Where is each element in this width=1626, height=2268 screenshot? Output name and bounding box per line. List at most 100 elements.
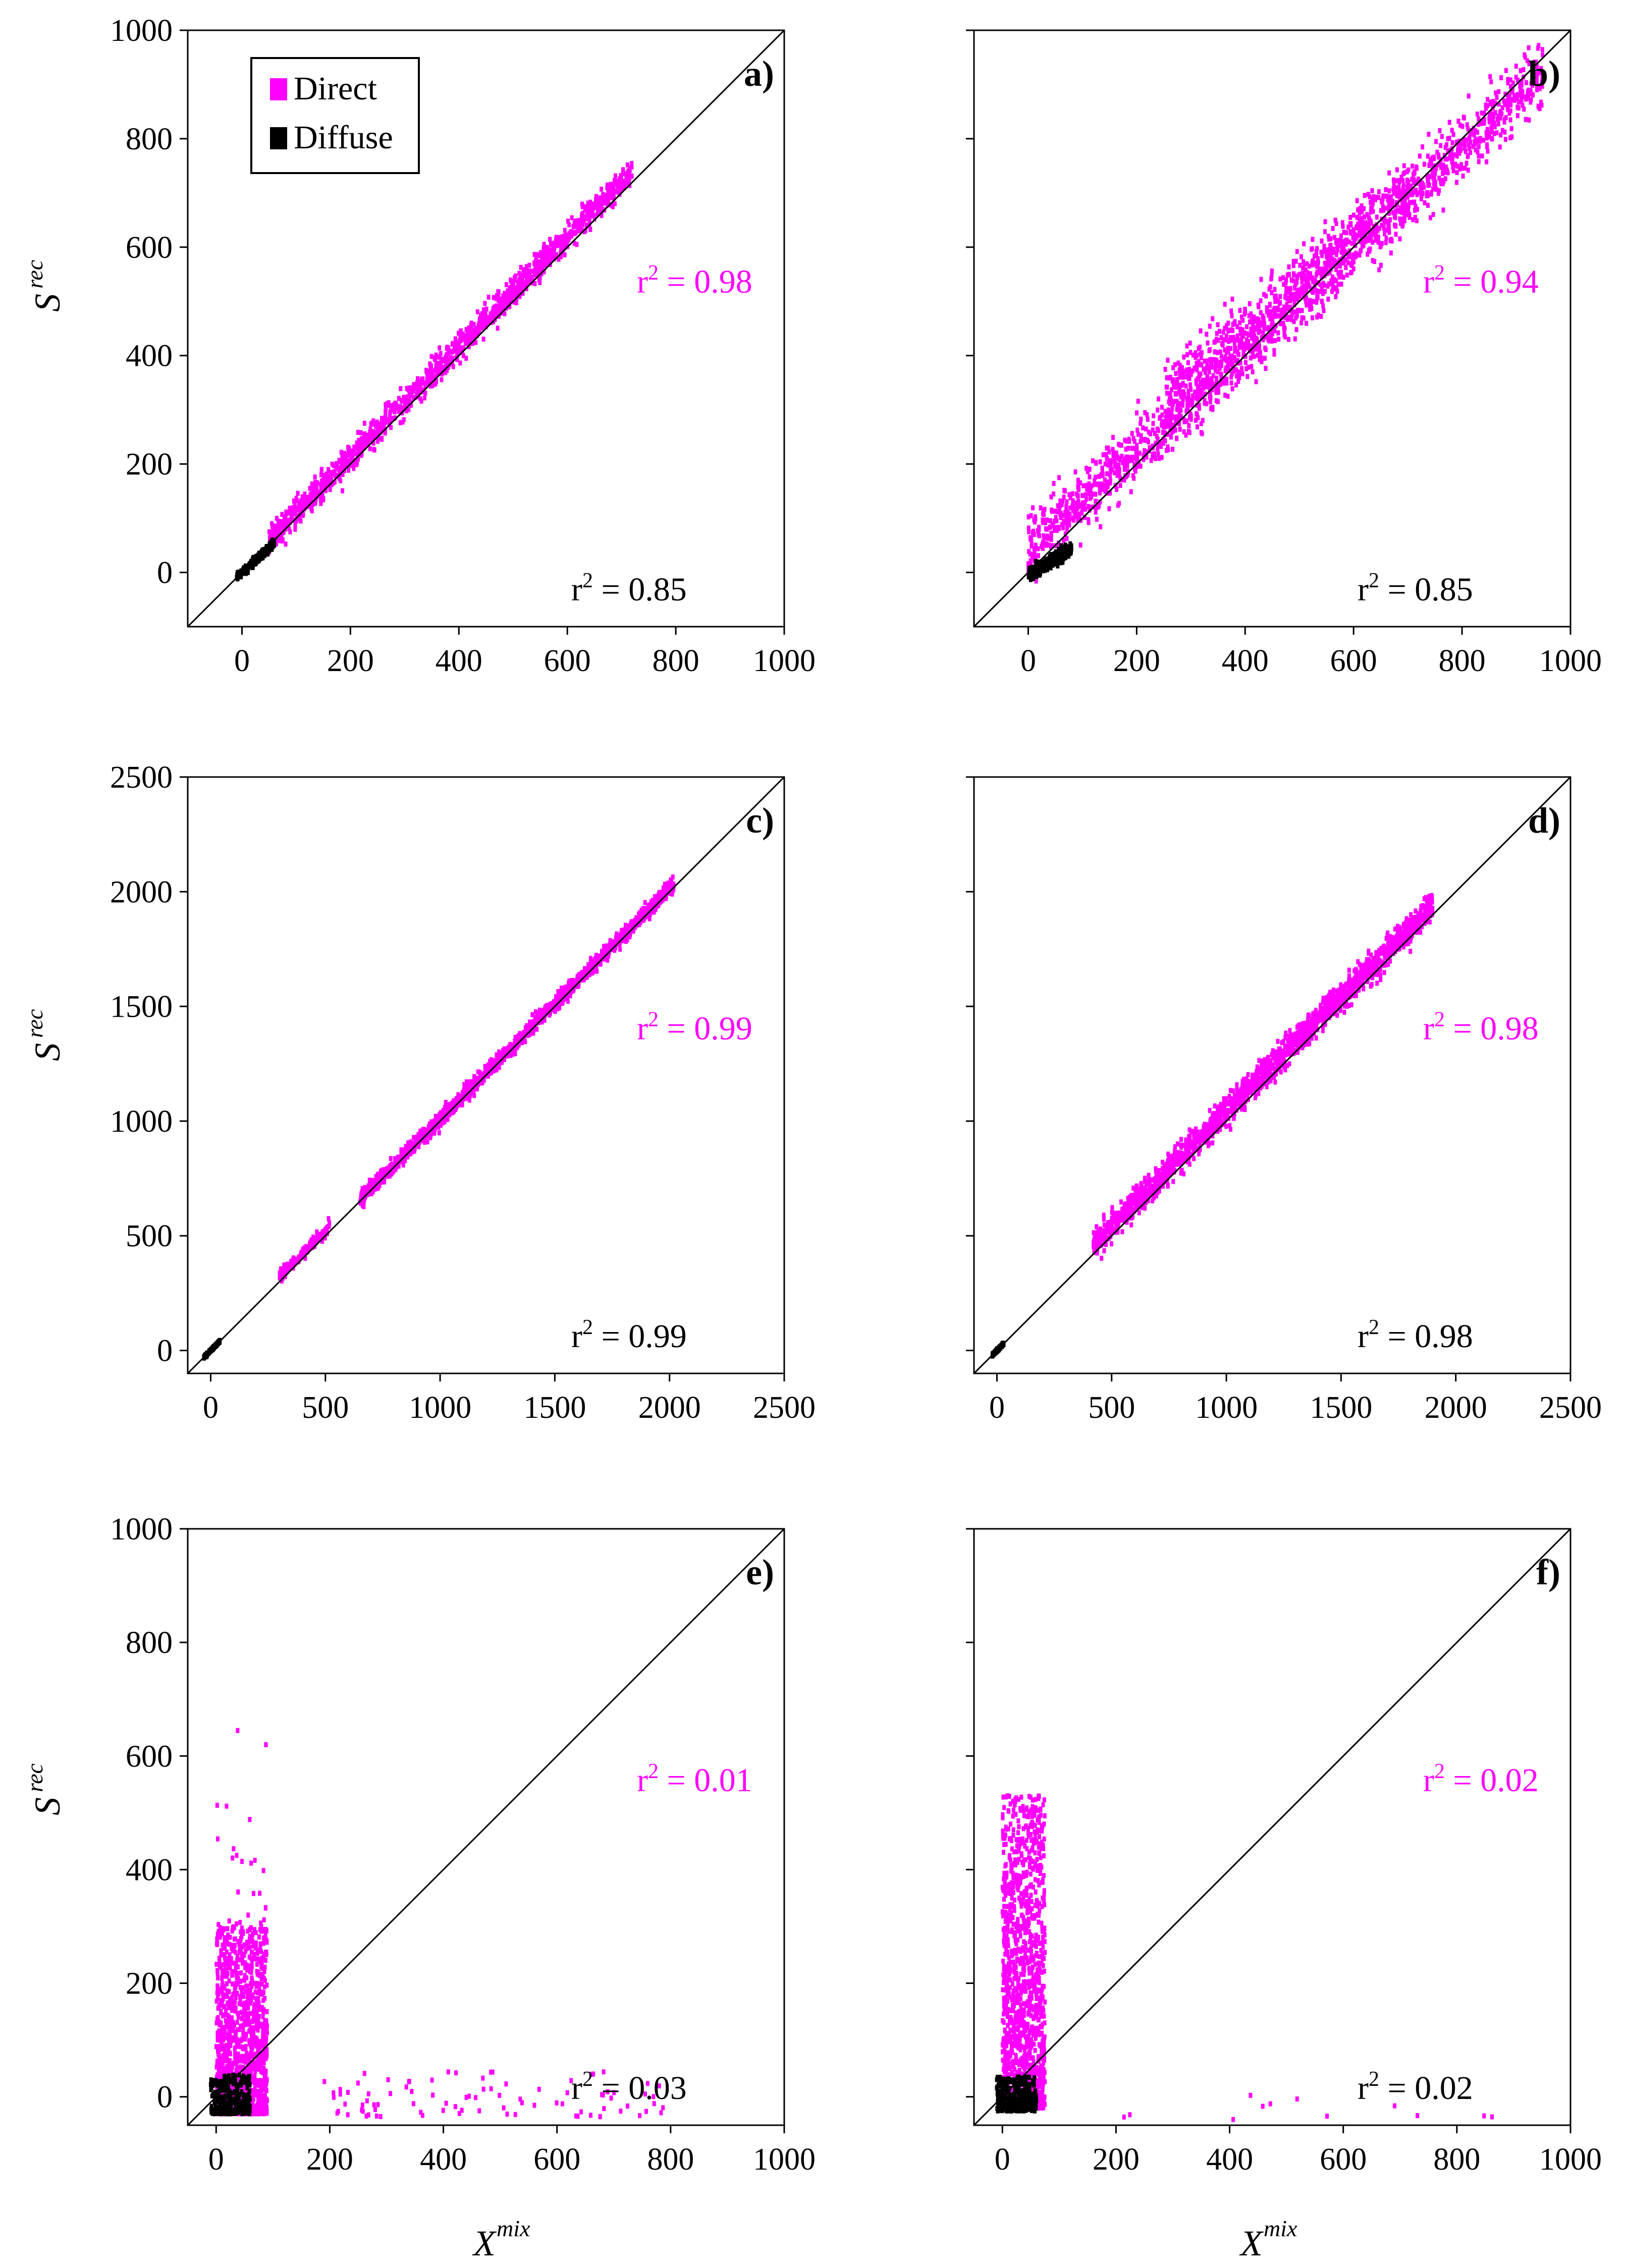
- panel-a-direct-point: [334, 461, 338, 466]
- panel-b-direct-point: [1527, 61, 1531, 67]
- panel-b-direct-point: [1201, 418, 1205, 423]
- panel-b-direct-point: [1228, 346, 1232, 351]
- panel-b-direct-point: [1312, 260, 1316, 266]
- panel-b-direct-point: [1236, 378, 1240, 384]
- panel-b-direct-point: [1540, 74, 1544, 80]
- panel-a-direct-point: [405, 401, 409, 407]
- panel-b-direct-point: [1443, 145, 1447, 150]
- panel-b-direct-point: [1399, 174, 1403, 180]
- panel-b-direct-point: [1358, 252, 1362, 258]
- panel-b-direct-point: [1041, 511, 1045, 516]
- panel-b-direct-point: [1225, 380, 1229, 386]
- panel-a-direct-point: [332, 470, 336, 475]
- panel-b-direct-point: [1205, 374, 1209, 379]
- panel-a-direct-point: [523, 284, 527, 289]
- panel-b-direct-point: [1228, 335, 1232, 340]
- panel-b-direct-point: [1477, 144, 1481, 149]
- panel-b-direct-point: [1407, 212, 1412, 217]
- panel-a-direct-point: [494, 296, 498, 301]
- panel-b-direct-point: [1522, 67, 1526, 72]
- panel-a-direct-point: [459, 349, 463, 355]
- panel-b-direct-point: [1369, 209, 1373, 215]
- panel-b-direct-point: [1171, 365, 1175, 370]
- panel-a-direct-point: [451, 364, 455, 369]
- panel-b-direct-point: [1178, 426, 1182, 432]
- panel-b-direct-point: [1156, 446, 1160, 452]
- panel-b-direct-point: [1383, 231, 1387, 237]
- panel-b-direct-point: [1381, 193, 1385, 199]
- panel-c-direct-point: [554, 994, 558, 1000]
- panel-b-direct-point: [1130, 431, 1134, 436]
- panel-b-direct-point: [1262, 322, 1266, 328]
- panel-b-direct-point: [1223, 376, 1227, 381]
- panel-a-direct-point: [557, 256, 561, 262]
- panel-a-direct-point: [472, 321, 476, 327]
- panel-b-direct-point: [1174, 419, 1178, 424]
- panel-b-direct-point: [1097, 474, 1101, 479]
- panel-b-diffuse-point: [1047, 556, 1051, 562]
- panel-b-direct-point: [1166, 357, 1170, 363]
- panel-b-direct-point: [1438, 128, 1442, 133]
- panel-b-direct-point: [1149, 458, 1153, 463]
- panel-b-direct-point: [1540, 102, 1544, 108]
- panel-a-direct-point: [519, 285, 523, 291]
- panel-b-direct-point: [1387, 226, 1391, 232]
- panel-b-direct-point: [1118, 442, 1122, 448]
- panel-b-direct-point: [1310, 275, 1314, 281]
- panel-b-direct-point: [1049, 537, 1053, 542]
- panel-b-direct-point: [1106, 462, 1110, 468]
- panel-a-direct-point: [629, 173, 633, 179]
- panel-a-direct-point: [610, 185, 614, 190]
- panel-b-direct-point: [1329, 278, 1333, 284]
- panel-b-direct-point: [1472, 132, 1476, 138]
- panel-b-diffuse-point: [1028, 577, 1033, 582]
- panel-a-direct-point: [519, 264, 523, 270]
- panel-b-direct-point: [1244, 366, 1249, 371]
- panel-a-direct-point: [441, 365, 445, 370]
- panel-b-direct-point: [1401, 222, 1405, 228]
- panel-b-direct-point: [1055, 528, 1059, 533]
- panel-b-direct-point: [1490, 136, 1494, 141]
- panel-a-direct-point: [270, 521, 274, 526]
- panel-b-direct-point: [1538, 86, 1542, 91]
- panel-b-direct-point: [1304, 286, 1308, 292]
- panel-b-direct-point: [1264, 347, 1268, 352]
- panel-a-direct-point: [389, 403, 393, 409]
- panel-b-direct-point: [1508, 117, 1512, 123]
- panel-b-direct-point: [1215, 363, 1219, 369]
- panel-b-direct-point: [1498, 116, 1502, 121]
- panel-b-direct-point: [1309, 271, 1313, 276]
- panel-a-direct-point: [313, 493, 317, 499]
- panel-b-direct-point: [1438, 160, 1442, 166]
- panel-a-direct-point: [375, 419, 379, 425]
- panel-a-direct-point: [469, 323, 473, 328]
- panel-a-direct-point: [356, 446, 360, 451]
- panel-b-direct-point: [1163, 438, 1167, 444]
- panel-b-direct-point: [1531, 73, 1535, 78]
- panel-b-direct-point: [1034, 542, 1038, 548]
- panel-a-direct-point: [550, 246, 554, 251]
- panel-b-direct-point: [1254, 341, 1258, 347]
- panel-a-direct-point: [618, 185, 622, 190]
- panel-b-direct-point: [1486, 97, 1490, 102]
- panel-b-direct-point: [1251, 369, 1255, 374]
- panel-b-direct-point: [1394, 178, 1398, 184]
- panel-a-direct-point: [393, 408, 397, 414]
- panel-b-direct-point: [1098, 499, 1102, 505]
- panel-b-direct-point: [1175, 380, 1179, 386]
- panel-a-direct-point: [340, 458, 344, 464]
- panel-b-direct-point: [1224, 334, 1228, 339]
- panel-b-direct-point: [1353, 234, 1357, 239]
- panel-b-direct-point: [1387, 230, 1391, 235]
- panel-a-direct-point: [440, 377, 444, 382]
- panel-a-direct-point: [285, 520, 289, 525]
- panel-b-direct-point: [1087, 517, 1091, 522]
- panel-b-direct-point: [1313, 278, 1317, 283]
- panel-a-direct-point: [479, 313, 483, 319]
- panel-b-direct-point: [1525, 117, 1529, 122]
- panel-a-direct-point: [371, 440, 375, 446]
- panel-a-direct-point: [303, 499, 307, 505]
- panel-a-direct-point: [541, 250, 545, 256]
- panel-b-direct-point: [1034, 516, 1038, 522]
- panel-b-direct-point: [1358, 229, 1362, 234]
